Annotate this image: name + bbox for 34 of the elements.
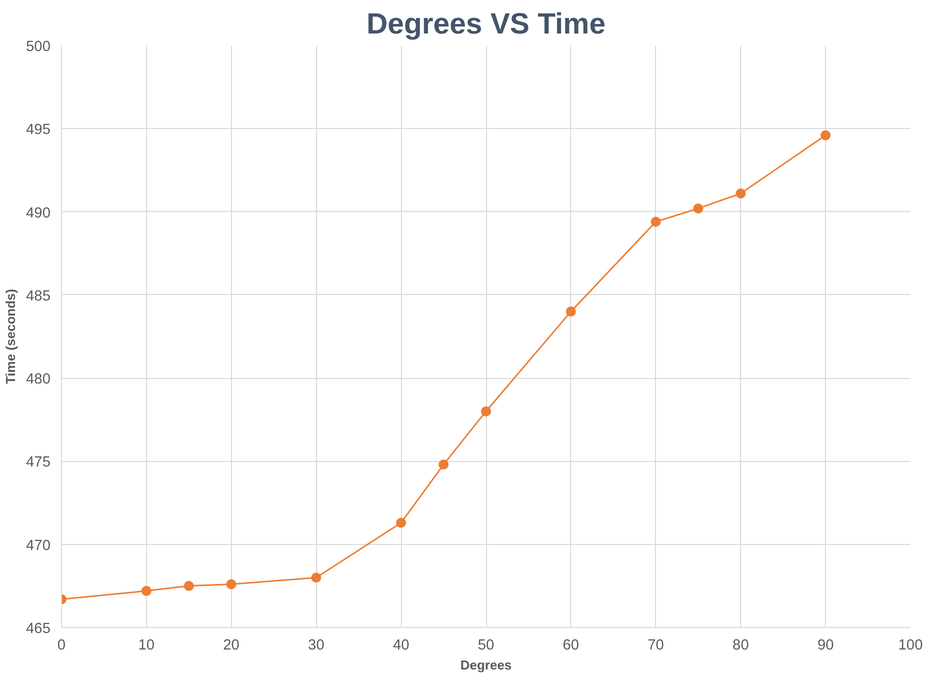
x-tick-label: 30: [308, 638, 324, 654]
x-tick-label: 70: [648, 638, 664, 654]
x-tick-label: 90: [817, 638, 834, 654]
y-tick-label: 500: [26, 39, 51, 55]
x-tick-label: 60: [562, 638, 580, 654]
y-tick-label: 485: [26, 288, 51, 304]
x-tick-label: 100: [898, 638, 923, 654]
x-tick-label: 40: [392, 638, 410, 654]
x-axis-title: Degrees: [460, 658, 512, 672]
point: [141, 586, 152, 596]
point: [438, 460, 449, 470]
point: [820, 130, 831, 140]
x-tick-label: 10: [138, 638, 155, 654]
point: [226, 579, 236, 590]
y-tick-label: 495: [26, 122, 51, 138]
point: [650, 216, 661, 227]
chart-title: Degrees VS Time: [366, 8, 606, 40]
y-tick-label: 465: [26, 621, 51, 637]
y-axis-title: Time (seconds): [3, 288, 18, 384]
point: [736, 188, 746, 198]
point: [481, 406, 491, 416]
x-tick-label: 80: [732, 638, 749, 654]
point: [566, 306, 576, 317]
y-tick-label: 470: [26, 538, 51, 554]
point: [311, 572, 322, 583]
y-tick-label: 475: [26, 454, 51, 471]
point: [693, 203, 704, 214]
x-tick-label: 20: [223, 638, 240, 654]
y-tick-label: 490: [26, 205, 51, 222]
point: [396, 518, 406, 528]
y-tick-label: 480: [26, 372, 51, 388]
x-tick-label: 0: [57, 638, 66, 654]
point: [184, 580, 194, 591]
x-tick-label: 50: [478, 638, 494, 654]
